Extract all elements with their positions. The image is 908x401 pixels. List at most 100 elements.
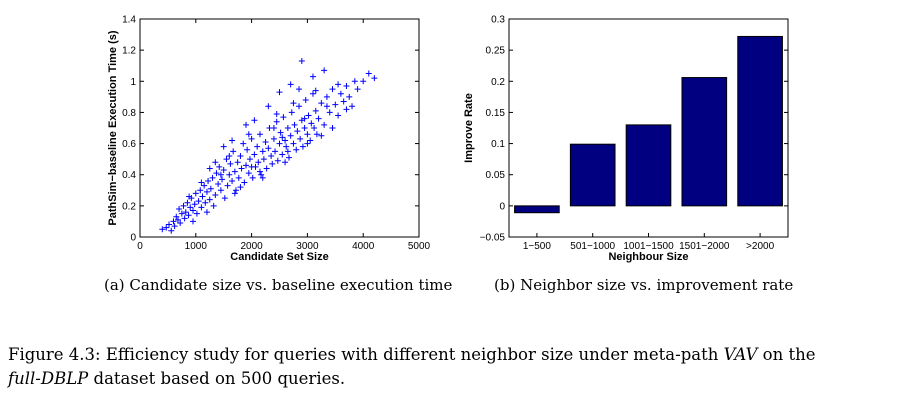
bar-y-tick-label: 0 bbox=[499, 201, 505, 212]
bar-x-tick-label: 501−1000 bbox=[570, 241, 615, 252]
bar-x-tick-label: 1001−1500 bbox=[623, 241, 674, 252]
scatter-point bbox=[259, 148, 266, 155]
scatter-point bbox=[299, 143, 306, 150]
scatter-point bbox=[203, 209, 210, 216]
scatter-y-tick-label: 1 bbox=[130, 77, 136, 88]
scatter-point bbox=[195, 198, 202, 205]
caption-prefix: Figure 4.3: Efficiency study for queries… bbox=[8, 345, 724, 364]
scatter-point bbox=[276, 140, 283, 147]
scatter-point bbox=[323, 103, 330, 110]
scatter-point bbox=[243, 121, 250, 128]
bar bbox=[681, 77, 728, 207]
scatter-point bbox=[226, 153, 233, 160]
scatter-point bbox=[163, 224, 170, 231]
scatter-point bbox=[313, 131, 320, 138]
scatter-point bbox=[217, 171, 224, 178]
scatter-point bbox=[343, 106, 350, 113]
scatter-point bbox=[335, 81, 342, 88]
scatter-point bbox=[321, 121, 328, 128]
scatter-point bbox=[276, 89, 283, 96]
scatter-point bbox=[263, 165, 270, 172]
scatter-point bbox=[269, 160, 276, 167]
scatter-point bbox=[288, 109, 295, 116]
scatter-x-tick-label: 4000 bbox=[352, 241, 375, 252]
scatter-point bbox=[335, 112, 342, 119]
scatter-point bbox=[318, 132, 325, 139]
scatter-point bbox=[282, 159, 289, 166]
scatter-point bbox=[296, 103, 303, 110]
scatter-point bbox=[182, 209, 189, 216]
scatter-point bbox=[277, 129, 284, 136]
scatter-point bbox=[199, 193, 206, 200]
scatter-point bbox=[245, 170, 252, 177]
scatter-point bbox=[240, 140, 247, 147]
scatter-y-tick-label: 1.2 bbox=[122, 46, 136, 57]
scatter-point bbox=[217, 187, 224, 194]
scatter-point bbox=[340, 98, 347, 105]
scatter-y-tick-label: 0.4 bbox=[122, 170, 136, 181]
scatter-point bbox=[234, 159, 241, 166]
scatter-x-tick-label: 5000 bbox=[408, 241, 431, 252]
scatter-point bbox=[180, 202, 187, 209]
scatter-point bbox=[332, 101, 339, 108]
scatter-point bbox=[159, 226, 166, 233]
scatter-point bbox=[268, 153, 275, 160]
scatter-point bbox=[187, 204, 194, 211]
scatter-point bbox=[304, 131, 311, 138]
scatter-point bbox=[241, 179, 248, 186]
bar bbox=[569, 143, 616, 207]
scatter-point bbox=[248, 163, 255, 170]
scatter-point bbox=[231, 168, 238, 175]
scatter-point bbox=[298, 117, 305, 124]
scatter-point bbox=[237, 153, 244, 160]
scatter-point bbox=[227, 160, 234, 167]
scatter-point bbox=[262, 139, 269, 146]
bar-y-tick-label: 0.25 bbox=[486, 46, 506, 57]
scatter-point bbox=[229, 177, 236, 184]
bar-y-tick-label: 0.1 bbox=[491, 139, 505, 150]
scatter-point bbox=[265, 103, 272, 110]
bar-x-tick-label: >2000 bbox=[746, 241, 775, 252]
scatter-point bbox=[171, 223, 178, 230]
scatter-y-tick-label: 0.6 bbox=[122, 139, 136, 150]
scatter-point bbox=[230, 148, 237, 155]
scatter-point bbox=[207, 185, 214, 192]
scatter-point bbox=[272, 148, 279, 155]
scatter-point bbox=[170, 218, 177, 225]
bar-chart: −0.05 0 0.05 0.1 0.15 0.2 0.25 0.3 1−500 501−1000… bbox=[463, 15, 789, 263]
scatter-point bbox=[302, 96, 309, 103]
scatter-point bbox=[365, 70, 372, 77]
scatter-point bbox=[279, 151, 286, 158]
scatter-point bbox=[215, 181, 222, 188]
caption-metapath: VAV bbox=[723, 345, 758, 364]
scatter-x-tick-label: 2000 bbox=[240, 241, 263, 252]
scatter-point bbox=[202, 199, 209, 206]
bar bbox=[514, 205, 560, 214]
scatter-y-tick-label: 0.8 bbox=[122, 108, 136, 119]
scatter-point bbox=[293, 146, 300, 153]
scatter-point bbox=[251, 117, 258, 124]
scatter-point bbox=[326, 109, 333, 116]
scatter-y-axis-label: PathSim−baseline Execution Time (s) bbox=[107, 30, 119, 225]
scatter-point bbox=[343, 82, 350, 89]
scatter-point bbox=[210, 202, 217, 209]
bar-y-tick-label: 0.3 bbox=[491, 15, 505, 26]
scatter-point bbox=[220, 143, 227, 150]
scatter-point bbox=[223, 156, 230, 163]
scatter-plot-frame bbox=[139, 18, 420, 238]
scatter-point bbox=[309, 90, 316, 97]
scatter-point bbox=[301, 115, 308, 122]
figure-caption: Figure 4.3: Efficiency study for queries… bbox=[8, 343, 903, 391]
caption-dataset: full-DBLP bbox=[8, 369, 89, 388]
scatter-point bbox=[297, 135, 304, 142]
scatter-point bbox=[193, 210, 200, 217]
scatter-point bbox=[308, 120, 315, 127]
scatter-point bbox=[226, 171, 233, 178]
scatter-point bbox=[287, 132, 294, 139]
scatter-point bbox=[173, 213, 180, 220]
scatter-x-tick-label: 3000 bbox=[296, 241, 319, 252]
scatter-point bbox=[284, 148, 291, 155]
scatter-point bbox=[287, 81, 294, 88]
scatter-point bbox=[256, 168, 263, 175]
scatter-point bbox=[307, 137, 314, 144]
